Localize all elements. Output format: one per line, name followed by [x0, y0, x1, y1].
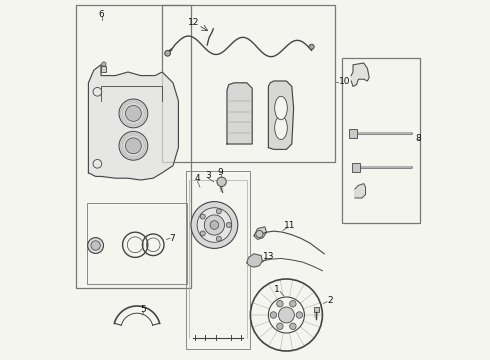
Text: 13: 13	[263, 252, 274, 261]
Polygon shape	[269, 81, 294, 149]
Bar	[314, 307, 319, 312]
Circle shape	[309, 44, 314, 49]
Text: 2: 2	[327, 296, 333, 305]
Circle shape	[210, 221, 219, 229]
Ellipse shape	[275, 116, 287, 140]
Polygon shape	[355, 184, 366, 198]
Text: 5: 5	[141, 305, 147, 314]
Circle shape	[204, 215, 224, 235]
Polygon shape	[254, 227, 267, 239]
Text: 8: 8	[416, 134, 421, 143]
Circle shape	[165, 50, 171, 56]
Text: 4: 4	[195, 175, 200, 184]
Circle shape	[216, 209, 221, 214]
Bar	[342, 58, 419, 223]
Text: 10: 10	[339, 77, 351, 86]
Circle shape	[277, 323, 283, 329]
Circle shape	[200, 231, 205, 236]
Circle shape	[226, 222, 231, 228]
Text: 12: 12	[188, 18, 199, 27]
Circle shape	[125, 105, 141, 121]
Circle shape	[270, 312, 277, 318]
Circle shape	[125, 138, 141, 154]
Circle shape	[290, 323, 296, 329]
Circle shape	[217, 177, 226, 186]
Bar	[349, 129, 357, 138]
Circle shape	[277, 301, 283, 307]
Circle shape	[102, 62, 106, 66]
Text: 9: 9	[218, 168, 223, 177]
Circle shape	[93, 159, 102, 168]
Ellipse shape	[275, 96, 287, 120]
Polygon shape	[351, 63, 369, 86]
Bar	[352, 163, 360, 172]
Bar	[76, 5, 191, 288]
Circle shape	[278, 307, 294, 323]
Circle shape	[119, 99, 148, 128]
Bar	[101, 66, 106, 72]
Text: 1: 1	[274, 285, 280, 294]
Circle shape	[296, 312, 303, 318]
Bar	[162, 5, 335, 162]
Bar	[87, 203, 187, 284]
Polygon shape	[227, 83, 252, 144]
Circle shape	[91, 241, 100, 250]
Circle shape	[197, 208, 232, 242]
Circle shape	[290, 301, 296, 307]
Circle shape	[93, 87, 102, 96]
Text: 11: 11	[284, 221, 295, 230]
Bar	[186, 171, 250, 349]
Text: 6: 6	[99, 10, 104, 19]
Circle shape	[256, 230, 263, 238]
Circle shape	[119, 131, 148, 160]
Circle shape	[216, 236, 221, 241]
Polygon shape	[88, 65, 178, 180]
Circle shape	[200, 214, 205, 219]
Polygon shape	[247, 254, 262, 267]
Text: 7: 7	[169, 234, 175, 243]
Circle shape	[191, 202, 238, 248]
Circle shape	[88, 238, 103, 253]
Text: 3: 3	[205, 171, 211, 180]
